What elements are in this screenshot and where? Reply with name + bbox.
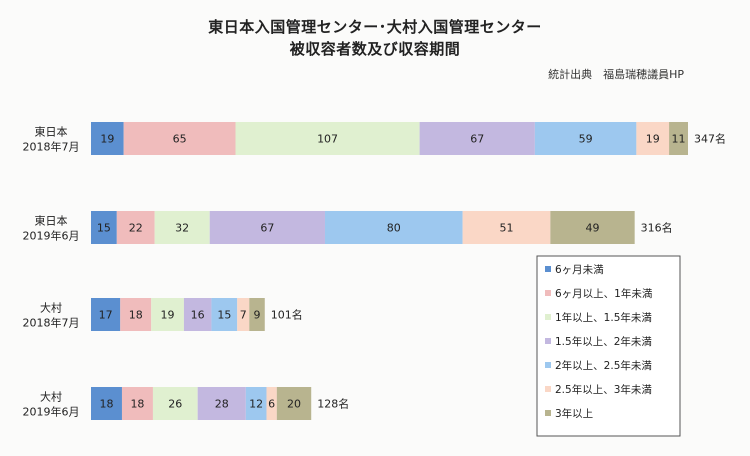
bar-segment xyxy=(324,211,463,244)
category-label: 2019年6月 xyxy=(23,229,80,243)
legend-swatch xyxy=(545,362,551,368)
data-label: 19 xyxy=(100,133,114,146)
data-label: 32 xyxy=(175,222,189,235)
category-label: 2019年6月 xyxy=(23,405,80,419)
bar-segment xyxy=(249,298,265,331)
data-label: 19 xyxy=(646,133,660,146)
data-label: 28 xyxy=(215,398,229,411)
bar-segment xyxy=(123,122,236,155)
category-label: 東日本 xyxy=(35,125,68,139)
chart-subtitle: 被収容者数及び収容期間 xyxy=(289,40,461,58)
bar-segment xyxy=(237,298,250,331)
bar-segment xyxy=(91,122,124,155)
data-label: 26 xyxy=(168,398,182,411)
source-note: 統計出典 福島瑞穂議員HP xyxy=(548,68,684,81)
data-label: 67 xyxy=(260,222,274,235)
legend-swatch xyxy=(545,410,551,416)
data-label: 17 xyxy=(99,309,113,322)
bar-segment xyxy=(419,122,535,155)
legend-label: 6ヶ月未満 xyxy=(555,264,604,276)
legend-label: 2年以上、2.5年未満 xyxy=(555,359,652,372)
bar-segment xyxy=(534,122,637,155)
bar-segment xyxy=(211,298,238,331)
legend-swatch xyxy=(545,314,551,320)
data-label: 107 xyxy=(317,133,338,146)
total-label: 347名 xyxy=(694,132,726,146)
data-label: 15 xyxy=(217,309,231,322)
data-label: 18 xyxy=(129,309,143,322)
data-label: 11 xyxy=(672,133,686,146)
data-label: 65 xyxy=(173,133,187,146)
category-label: 東日本 xyxy=(35,214,68,228)
bar-segment xyxy=(183,298,212,331)
bar-segment xyxy=(151,298,184,331)
bar-segment xyxy=(120,298,152,331)
category-label: 大村 xyxy=(40,390,62,404)
chart-title: 東日本入国管理センター･大村入国管理センター xyxy=(208,18,542,36)
legend-label: 1.5年以上、2年未満 xyxy=(555,335,652,348)
legend-label: 3年以上 xyxy=(555,407,593,420)
category-label: 2018年7月 xyxy=(23,140,80,154)
data-label: 7 xyxy=(240,309,247,322)
data-label: 16 xyxy=(191,309,205,322)
total-label: 128名 xyxy=(317,397,349,411)
data-label: 51 xyxy=(499,222,513,235)
legend-box xyxy=(536,255,681,437)
data-label: 9 xyxy=(254,309,261,322)
bar-segment xyxy=(116,211,155,244)
bar-segment xyxy=(550,211,635,244)
data-label: 20 xyxy=(287,398,301,411)
total-label: 101名 xyxy=(271,308,303,322)
bar-segment xyxy=(276,387,312,420)
legend-label: 6ヶ月以上、1年未満 xyxy=(555,287,653,300)
data-label: 19 xyxy=(161,309,175,322)
data-label: 6 xyxy=(268,398,275,411)
bar-segment xyxy=(669,122,688,155)
data-label: 12 xyxy=(249,398,263,411)
data-label: 18 xyxy=(130,398,144,411)
bar-segment xyxy=(266,387,277,420)
legend-swatch xyxy=(545,386,551,392)
legend-swatch xyxy=(545,266,551,272)
legend-label: 1年以上、1.5年未満 xyxy=(555,311,652,324)
legend-label: 2.5年以上、3年未満 xyxy=(555,383,652,396)
data-label: 22 xyxy=(129,222,143,235)
bar-segment xyxy=(154,211,210,244)
bar-segment xyxy=(209,211,325,244)
bar-segment xyxy=(636,122,670,155)
data-label: 49 xyxy=(586,222,600,235)
category-label: 2018年7月 xyxy=(23,316,80,330)
bar-segment xyxy=(245,387,267,420)
bar-segment xyxy=(152,387,198,420)
data-label: 67 xyxy=(470,133,484,146)
data-label: 80 xyxy=(387,222,401,235)
bar-segment xyxy=(462,211,551,244)
bar-segment xyxy=(235,122,420,155)
bar-segment xyxy=(197,387,246,420)
category-label: 大村 xyxy=(40,301,62,315)
total-label: 316名 xyxy=(641,221,673,235)
bar-segment xyxy=(91,211,117,244)
bar-segment xyxy=(121,387,153,420)
bar-segment xyxy=(91,298,121,331)
data-label: 18 xyxy=(99,398,113,411)
data-label: 15 xyxy=(97,222,111,235)
legend-swatch xyxy=(545,338,551,344)
data-label: 59 xyxy=(579,133,593,146)
bar-segment xyxy=(91,387,122,420)
legend-swatch xyxy=(545,290,551,296)
